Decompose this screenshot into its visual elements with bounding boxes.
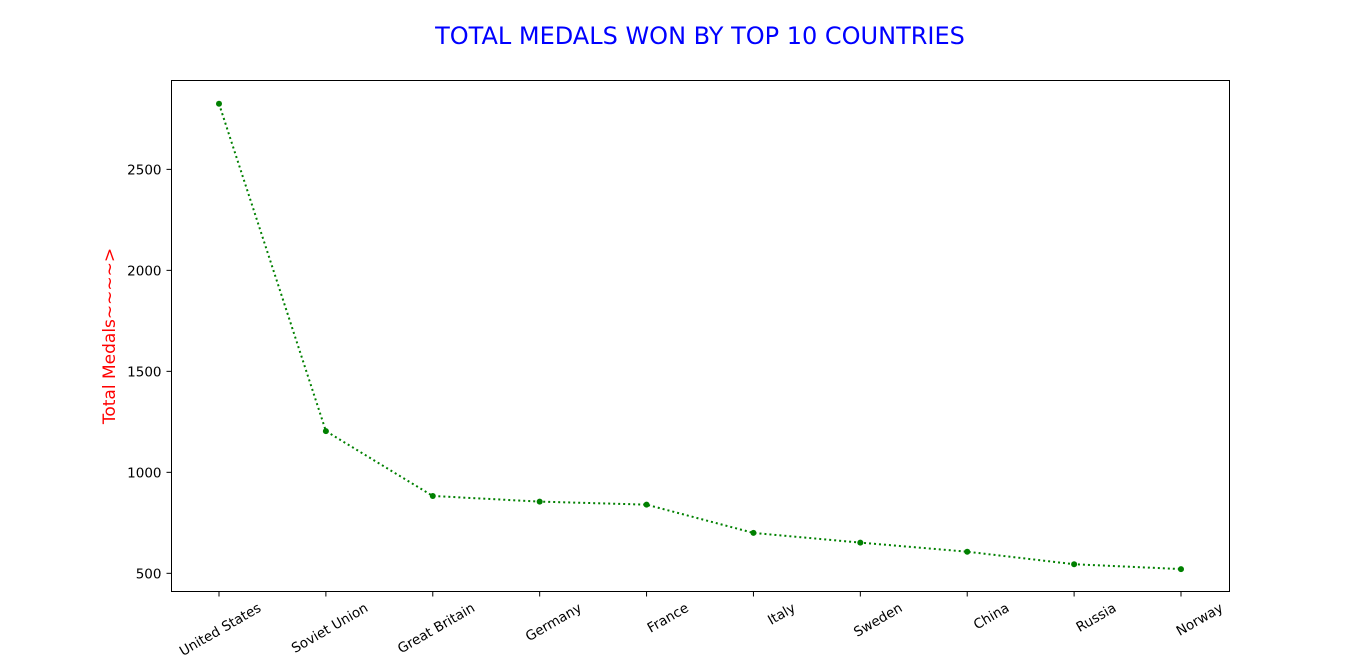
data-point [536, 498, 543, 505]
x-tick-label: Sweden [851, 600, 905, 641]
y-tick-label: 500 [136, 566, 162, 582]
plot-area-frame [171, 80, 1230, 592]
x-tick-label: Russia [1074, 600, 1120, 636]
x-tick-label: Germany [523, 600, 585, 645]
y-tick-label: 1000 [127, 465, 161, 481]
x-tick-label: Great Britain [395, 600, 478, 657]
data-point [322, 428, 329, 435]
y-axis: 500 1000 1500 2000 2500 [127, 162, 172, 582]
x-tick-label: Italy [765, 600, 798, 629]
data-point [750, 529, 757, 536]
x-tick-label: United States [177, 600, 264, 660]
x-tick-label: Norway [1174, 600, 1226, 639]
data-point [429, 492, 436, 499]
series-line [218, 103, 1182, 571]
x-tick-label: Soviet Union [289, 600, 371, 657]
series-markers [216, 100, 1184, 573]
data-point [216, 100, 222, 107]
y-axis-label: Total Medals~~~~> [100, 248, 120, 425]
data-point [964, 548, 971, 555]
y-tick-label: 1500 [127, 364, 161, 380]
chart-title: TOTAL MEDALS WON BY TOP 10 COUNTRIES [434, 22, 965, 50]
x-tick-label: China [971, 600, 1012, 633]
x-tick-label: France [645, 600, 692, 636]
data-point [643, 501, 650, 508]
x-axis: United States Soviet Union Great Britain Ge… [177, 591, 1226, 660]
data-point [857, 539, 864, 546]
data-point [1178, 566, 1184, 573]
y-tick-label: 2000 [127, 263, 161, 279]
data-point [1071, 561, 1078, 568]
y-tick-label: 2500 [127, 162, 161, 178]
